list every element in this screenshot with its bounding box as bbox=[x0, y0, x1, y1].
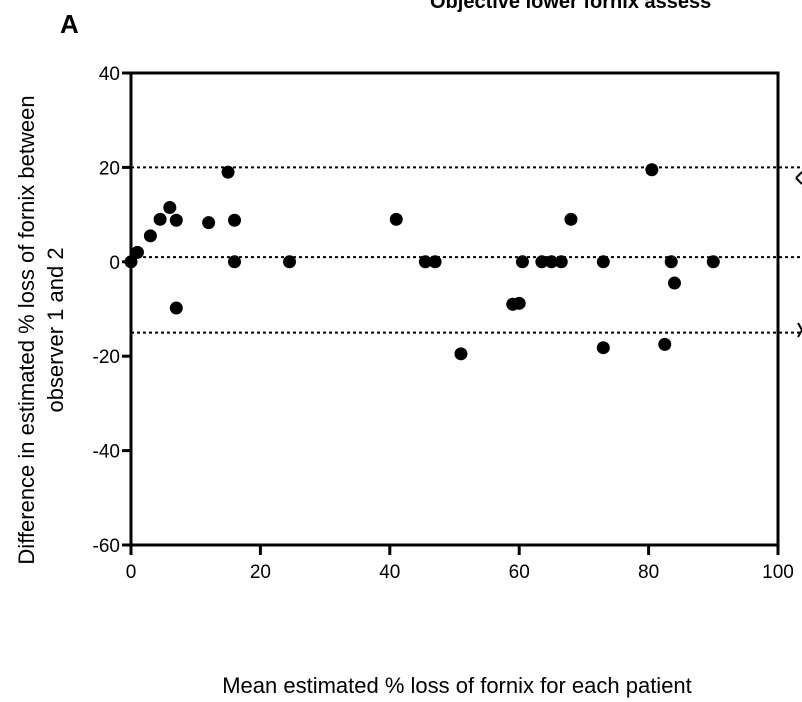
data-point bbox=[153, 212, 167, 226]
y-axis-label-line-1: Difference in estimated % loss of fornix… bbox=[14, 95, 39, 564]
data-point bbox=[564, 212, 578, 226]
x-tick-label: 20 bbox=[250, 562, 271, 583]
data-point bbox=[667, 276, 681, 290]
data-point bbox=[545, 255, 559, 269]
data-point bbox=[130, 245, 144, 259]
data-point bbox=[554, 255, 568, 269]
data-point bbox=[512, 296, 526, 310]
bracket-mark-lower bbox=[797, 322, 802, 338]
data-point bbox=[228, 213, 242, 227]
y-tick-label: 40 bbox=[99, 64, 120, 85]
data-point bbox=[143, 229, 157, 243]
chart-title: Objective lower fornix assess bbox=[430, 0, 711, 13]
x-axis-label: Mean estimated % loss of fornix for each… bbox=[222, 673, 692, 698]
plot-frame bbox=[129, 71, 780, 547]
data-point bbox=[228, 255, 242, 269]
data-points bbox=[124, 163, 720, 361]
axes: -60 -40 -20 0 20 40 0 20 40 60 80 100 bbox=[93, 64, 794, 583]
data-point bbox=[706, 255, 720, 269]
x-tick-label: 80 bbox=[638, 562, 659, 583]
y-axis-label: Difference in estimated % loss of fornix… bbox=[14, 95, 68, 564]
x-tick-label: 0 bbox=[126, 562, 137, 583]
x-tick-label: 60 bbox=[509, 562, 530, 583]
data-point bbox=[221, 165, 235, 179]
x-tick-label: 40 bbox=[379, 562, 400, 583]
data-point bbox=[124, 255, 138, 269]
y-tick-label: -20 bbox=[93, 347, 120, 368]
data-point bbox=[283, 255, 297, 269]
y-axis-label-line-2: observer 1 and 2 bbox=[43, 247, 68, 412]
y-tick-label: -40 bbox=[93, 442, 120, 463]
panel-label: A bbox=[60, 9, 79, 39]
bracket-mark-upper bbox=[795, 171, 802, 185]
data-point bbox=[169, 301, 183, 315]
data-point bbox=[454, 347, 468, 361]
data-point bbox=[202, 216, 216, 230]
data-point bbox=[389, 212, 403, 226]
reference-lines bbox=[131, 166, 802, 338]
y-tick-label: -60 bbox=[93, 536, 120, 557]
data-point bbox=[645, 163, 659, 177]
data-point bbox=[658, 337, 672, 351]
data-point bbox=[596, 255, 610, 269]
data-point bbox=[596, 341, 610, 355]
x-tick-label: 100 bbox=[762, 562, 794, 583]
data-point bbox=[163, 201, 177, 215]
y-tick-label: 0 bbox=[109, 253, 120, 274]
data-point bbox=[515, 255, 529, 269]
data-point bbox=[535, 255, 549, 269]
y-tick-label: 20 bbox=[99, 158, 120, 179]
data-point bbox=[664, 255, 678, 269]
data-point bbox=[169, 213, 183, 227]
data-point bbox=[428, 255, 442, 269]
data-point bbox=[418, 255, 432, 269]
